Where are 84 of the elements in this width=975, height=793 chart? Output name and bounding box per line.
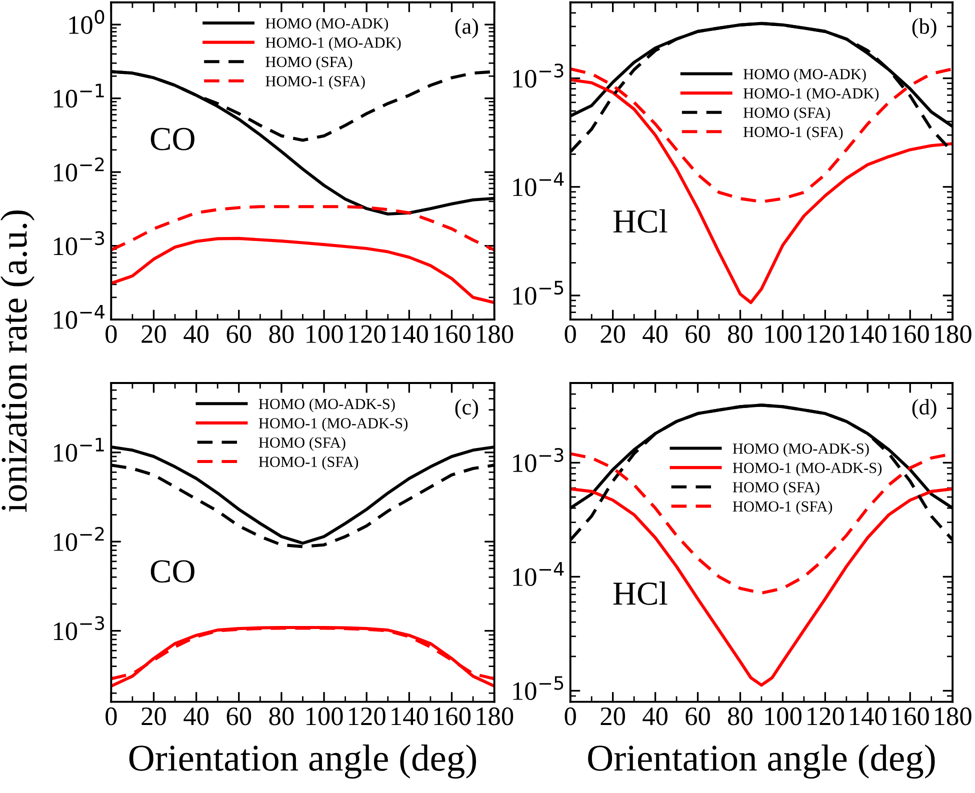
x-tick-label: 60 <box>226 325 252 344</box>
y-tick-label: 10$^{−4}$ <box>513 562 564 586</box>
legend-label: HOMO-1 (SFA) <box>258 456 358 470</box>
legend-label: HOMO (SFA) <box>258 436 346 451</box>
x-tick-label: 160 <box>434 707 471 726</box>
x-tick-label: 60 <box>686 325 710 344</box>
legend-label: HOMO (MO-ADK) <box>743 68 866 82</box>
x-tick-label: 80 <box>728 325 752 344</box>
x-tick-label: 160 <box>434 325 471 344</box>
legend-label: HOMO (MO-ADK) <box>266 18 388 32</box>
x-tick-label: 180 <box>476 707 514 726</box>
x-axis-title: Orientation angle (deg) <box>129 744 476 779</box>
legend-label: HOMO-1 (MO-ADK-S) <box>732 462 882 476</box>
y-tick-label: 10$^{−2}$ <box>54 526 104 552</box>
x-tick-label: 140 <box>392 707 428 726</box>
x-tick-label: 180 <box>476 325 514 344</box>
legend-label: HOMO-1 (SFA) <box>732 500 832 515</box>
x-tick-label: 180 <box>935 325 972 344</box>
legend-label: HOMO (SFA) <box>743 107 830 121</box>
x-tick-label: 80 <box>269 325 294 344</box>
x-tick-label: 100 <box>306 325 343 344</box>
annotation: (d) <box>912 398 936 420</box>
x-tick-label: 120 <box>349 325 386 344</box>
legend-label: HOMO-1 (MO-ADK-S) <box>258 418 408 432</box>
x-tick-label: 0 <box>564 325 576 344</box>
y-tick-label: 10$^{−1}$ <box>54 84 104 108</box>
annotation: (a) <box>455 18 478 38</box>
x-tick-label: 0 <box>564 707 576 726</box>
x-tick-label: 0 <box>106 707 117 726</box>
legend-label: HOMO (SFA) <box>732 482 820 496</box>
x-tick-label: 160 <box>892 325 929 344</box>
x-tick-label: 160 <box>892 707 929 726</box>
x-tick-label: 40 <box>184 707 208 726</box>
annotation: (c) <box>455 398 478 420</box>
x-tick-label: 100 <box>765 325 802 344</box>
line-series <box>111 236 494 304</box>
x-tick-label: 20 <box>600 707 626 726</box>
annotation: (b) <box>912 18 936 38</box>
x-tick-label: 140 <box>850 325 886 344</box>
y-tick-label: 10$^{−3}$ <box>54 616 104 640</box>
legend-label: HOMO-1 (MO-ADK) <box>266 37 401 51</box>
x-tick-label: 20 <box>600 325 626 344</box>
x-tick-label: 0 <box>106 325 117 344</box>
y-axis-title: ionization rate (a.u.) <box>0 210 35 512</box>
y-tick-label: 10$^{−5}$ <box>513 676 564 700</box>
x-tick-label: 40 <box>642 325 668 344</box>
x-tick-label: 80 <box>728 707 752 726</box>
x-tick-label: 100 <box>306 707 343 726</box>
legend-label: HOMO-1 (MO-ADK) <box>743 88 879 102</box>
legend-label: HOMO-1 (SFA) <box>743 126 843 140</box>
legend-label: HOMO (MO-ADK-S) <box>258 398 395 412</box>
y-tick-label: 10$^{−5}$ <box>513 280 564 305</box>
x-tick-label: 120 <box>808 707 844 726</box>
y-tick-label: 10$^{−3}$ <box>54 231 104 256</box>
annotation: HCl <box>613 581 668 605</box>
x-tick-label: 40 <box>642 707 668 726</box>
legend-label: HOMO-1 (SFA) <box>266 76 365 90</box>
annotation: CO <box>150 128 194 150</box>
x-tick-label: 60 <box>686 707 710 726</box>
annotation: HCl <box>613 209 668 233</box>
x-tick-label: 140 <box>392 325 428 344</box>
x-tick-label: 20 <box>142 707 166 726</box>
x-tick-label: 120 <box>349 707 386 726</box>
y-tick-label: 10$^{−4}$ <box>513 172 564 196</box>
x-tick-label: 180 <box>935 707 972 726</box>
x-tick-label: 120 <box>808 325 844 344</box>
y-tick-label: 10$^{−3}$ <box>513 448 564 472</box>
y-tick-label: 10$^{−1}$ <box>54 438 104 462</box>
x-tick-label: 40 <box>184 325 208 344</box>
y-tick-label: 10$^{0}$ <box>69 10 104 34</box>
y-tick-label: 10$^{−2}$ <box>54 157 104 182</box>
x-tick-label: 140 <box>850 707 886 726</box>
x-tick-label: 60 <box>226 707 252 726</box>
legend-label: HOMO (MO-ADK-S) <box>732 443 869 457</box>
x-axis-title: Orientation angle (deg) <box>588 744 935 779</box>
y-tick-label: 10$^{−4}$ <box>54 305 104 329</box>
y-tick-label: 10$^{−3}$ <box>513 64 564 88</box>
x-tick-label: 100 <box>765 707 802 726</box>
annotation: CO <box>150 560 194 583</box>
line-series <box>111 205 494 252</box>
x-tick-label: 20 <box>142 325 166 344</box>
legend-label: HOMO (SFA) <box>266 56 352 70</box>
x-tick-label: 80 <box>269 707 294 726</box>
line-series <box>570 67 953 204</box>
